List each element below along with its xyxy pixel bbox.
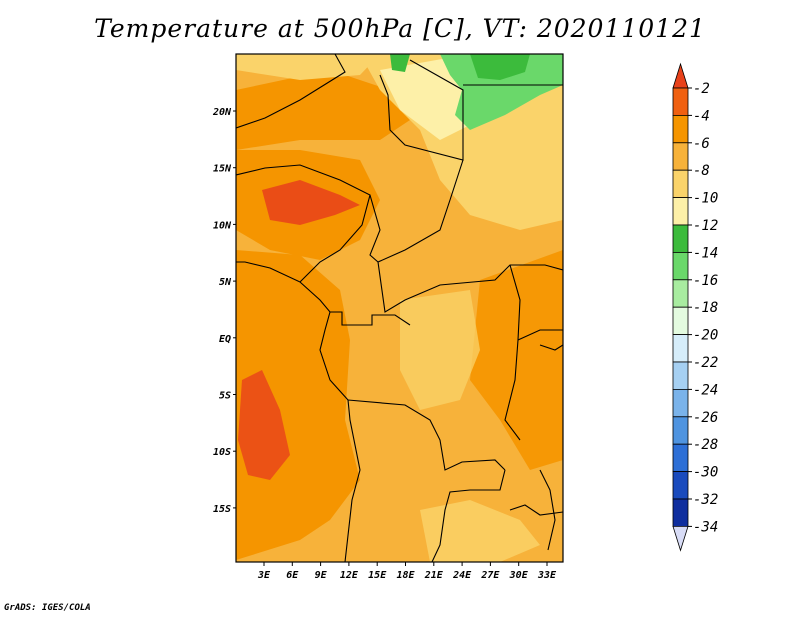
field-green-northeast <box>440 54 563 130</box>
colorbar-segment <box>672 443 689 473</box>
map-frame <box>235 53 564 563</box>
colorbar-segment <box>672 224 689 253</box>
lat-label: 10S <box>213 447 231 458</box>
colorbar-label: -22 <box>693 355 718 371</box>
colorbar-bottom-arrow <box>672 526 689 552</box>
lon-label: 3E <box>257 570 271 581</box>
colorbar-label: -8 <box>693 163 710 179</box>
colorbar-label: -26 <box>693 410 718 426</box>
colorbar-segment <box>672 334 689 363</box>
colorbar-segment <box>672 87 689 116</box>
lon-label: 30E <box>509 570 529 581</box>
colorbar-label: -4 <box>693 108 710 124</box>
lon-label: 6E <box>286 570 299 581</box>
colorbar-label: -34 <box>693 519 718 535</box>
lon-label: 9E <box>315 570 328 581</box>
colorbar-label: -24 <box>693 382 718 398</box>
lon-label: 33E <box>537 570 557 581</box>
lon-label: 12E <box>340 570 359 581</box>
longitude-axis: 3E 6E 9E 12E 15E 18E 21E 24E 27E 30E 33E <box>257 562 557 581</box>
lon-label: 18E <box>396 570 415 581</box>
colorbar-label: -14 <box>693 245 718 261</box>
lon-label: 24E <box>452 570 472 581</box>
colorbar-segment <box>672 471 689 500</box>
lat-label: 10N <box>213 220 232 231</box>
field-green-small <box>390 54 410 72</box>
lat-label: 15S <box>213 504 231 515</box>
lat-label: EQ <box>219 334 231 345</box>
colorbar-segment <box>672 142 689 171</box>
lon-label: 15E <box>368 570 387 581</box>
lat-label: 15N <box>213 164 232 175</box>
colorbar-segment <box>672 279 689 308</box>
colorbar-label: -12 <box>693 218 718 234</box>
colorbar-label: -30 <box>693 465 718 481</box>
chart-title: Temperature at 500hPa [C], VT: 202011012… <box>94 14 706 43</box>
colorbar-segment <box>672 115 689 144</box>
colorbar-top-arrow <box>672 62 689 89</box>
field-cool-north-edge <box>236 54 380 80</box>
colorbar-segment <box>672 416 689 445</box>
grads-credit: GrADS: IGES/COLA <box>4 603 91 613</box>
field-cool-congo <box>400 290 480 410</box>
colorbar-segment <box>672 388 689 418</box>
colorbar-segment <box>672 498 689 527</box>
colorbar-label: -2 <box>693 81 710 97</box>
latitude-axis: 20N 15N 10N 5N EQ 5S 10S 15S <box>212 107 236 515</box>
field-region-north <box>236 70 410 150</box>
colorbar-segment <box>672 251 689 281</box>
field-green-core <box>470 54 530 80</box>
colorbar-label: -28 <box>693 437 718 453</box>
colorbar-segment <box>672 361 689 390</box>
colorbar-segment <box>672 306 689 336</box>
field-hotspot-north <box>262 180 360 225</box>
colorbar-label: -20 <box>693 328 718 344</box>
field-hotspot-west <box>238 370 290 480</box>
field-cool-south <box>420 500 540 562</box>
colorbar-label: -16 <box>693 273 718 289</box>
lon-label: 27E <box>480 570 500 581</box>
country-borders <box>236 54 563 562</box>
field-region-west <box>236 250 360 560</box>
lat-label: 20N <box>212 107 232 118</box>
colorbar-label: -6 <box>693 136 710 152</box>
colorbar-label: -18 <box>693 300 718 316</box>
colorbar-label: -32 <box>693 492 718 508</box>
lat-label: 5S <box>219 391 231 402</box>
colorbar-segment <box>672 197 689 226</box>
colorbar-label: -10 <box>693 191 718 207</box>
temperature-field <box>236 54 563 562</box>
lat-label: 5N <box>219 277 232 288</box>
colorbar-segment <box>672 169 689 198</box>
lon-label: 21E <box>424 570 444 581</box>
colorbar-legend: -2 -4 -6 -8 -10 -12 -14 -16 -18 -20 -22 -24 -26 -28 -3… <box>672 62 718 552</box>
